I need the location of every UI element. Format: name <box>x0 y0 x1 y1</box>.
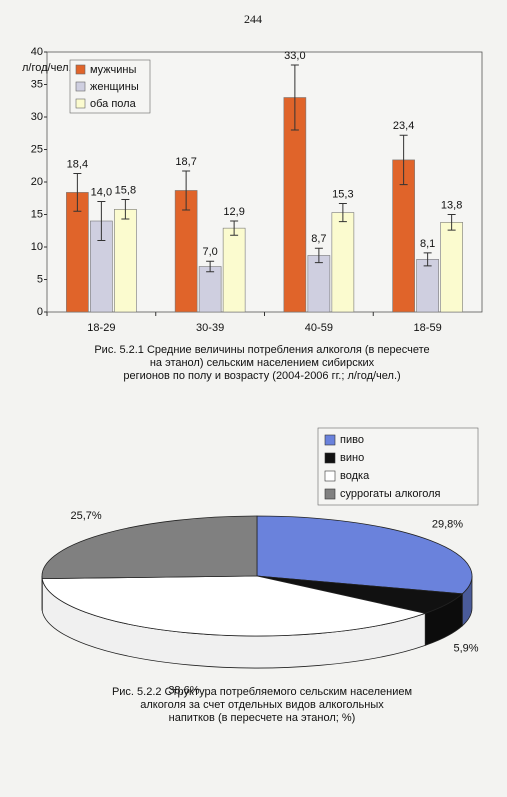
caption-line: напитков (в пересчете на этанол; %) <box>169 712 356 724</box>
legend-label: вино <box>340 452 364 464</box>
bar <box>198 266 222 313</box>
caption-line: Рис. 5.2.2 Структура потребляемого сельс… <box>112 686 412 698</box>
x-tick-label: 30-39 <box>196 322 224 334</box>
bar <box>416 259 439 313</box>
error-bar <box>290 64 299 131</box>
data-label: 18,4 <box>67 158 88 170</box>
caption-line: на этанол) сельским населением сибирских <box>150 357 375 369</box>
legend-swatch <box>324 488 336 500</box>
data-label: 15,3 <box>332 188 353 200</box>
bar <box>440 222 463 313</box>
error-bar <box>230 220 239 236</box>
error-bar <box>399 134 408 186</box>
legend-swatch <box>75 64 86 75</box>
pie-slice <box>41 515 258 580</box>
y-tick-label: 5 <box>37 273 43 285</box>
data-label: 18,7 <box>175 156 196 168</box>
error-bar <box>182 170 191 211</box>
bar <box>222 227 246 313</box>
data-label: 29,8% <box>432 518 463 530</box>
data-label: 15,8 <box>115 184 136 196</box>
legend-swatch <box>75 98 86 109</box>
bar <box>307 255 331 313</box>
data-label: 5,9% <box>453 643 478 655</box>
error-bar <box>447 214 456 231</box>
data-label: 13,8 <box>441 199 462 211</box>
data-label: 33,0 <box>284 50 305 62</box>
y-tick-label: 40 <box>31 46 43 58</box>
pie-slice <box>41 575 427 637</box>
legend-swatch <box>324 452 336 464</box>
page-number: 244 <box>244 12 262 26</box>
caption-line: регионов по полу и возрасту (2004-2006 г… <box>123 370 400 382</box>
data-label: 8,7 <box>311 233 326 245</box>
bar <box>331 212 355 313</box>
data-label: 8,1 <box>420 238 435 250</box>
y-tick-label: 30 <box>31 111 43 123</box>
data-label: 12,9 <box>223 206 244 218</box>
error-bar <box>97 201 106 241</box>
error-bar <box>423 252 432 267</box>
y-tick-label: 20 <box>31 176 43 188</box>
legend-swatch <box>75 81 86 92</box>
error-bar <box>314 247 323 264</box>
bar <box>114 209 137 313</box>
y-tick-label: 10 <box>31 241 43 253</box>
data-label: 7,0 <box>202 246 217 258</box>
x-tick-label: 18-59 <box>414 322 442 334</box>
y-tick-label: 25 <box>31 143 43 155</box>
y-tick-label: 15 <box>31 208 43 220</box>
data-label: 23,4 <box>393 120 414 132</box>
data-label: 38,6% <box>168 685 199 697</box>
legend-box <box>317 427 479 506</box>
legend-label: оба пола <box>90 98 137 110</box>
legend-label: суррогаты алкоголя <box>340 488 441 500</box>
pie-slice <box>256 515 473 595</box>
legend-label: пиво <box>340 434 364 446</box>
data-label: 14,0 <box>91 186 112 198</box>
caption-line: алкоголя за счет отдельных видов алкогол… <box>140 699 384 711</box>
data-label: 25,7% <box>71 510 102 522</box>
x-tick-label: 18-29 <box>87 322 115 334</box>
x-tick-label: 40-59 <box>305 322 333 334</box>
error-bar <box>73 173 82 212</box>
legend-label: водка <box>340 470 370 482</box>
error-bar <box>338 202 347 223</box>
legend-swatch <box>324 434 336 446</box>
error-bar <box>121 199 130 220</box>
y-axis-label: л/год/чел. <box>22 62 72 74</box>
legend-label: мужчины <box>90 64 136 76</box>
caption-line: Рис. 5.2.1 Средние величины потребления … <box>94 344 429 356</box>
y-tick-label: 0 <box>37 306 43 318</box>
y-tick-label: 35 <box>31 78 43 90</box>
legend-swatch <box>324 470 336 482</box>
error-bar <box>206 260 215 273</box>
legend-label: женщины <box>90 81 139 93</box>
